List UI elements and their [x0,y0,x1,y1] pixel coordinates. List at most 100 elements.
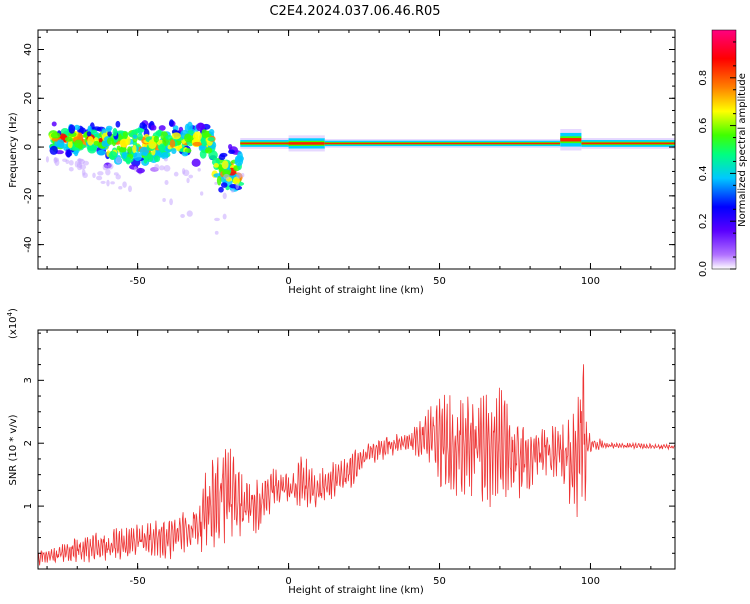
spectrogram-cell [132,134,138,140]
spectrogram-faint-cell [214,230,219,235]
spectrogram-faint-cell [181,168,186,175]
spectrogram-cell [115,120,121,128]
spectrogram-faint-cell [115,174,121,180]
spectrogram-faint-cell [163,157,168,162]
spectrogram-faint-cell [115,156,122,164]
spectrogram-cell [73,149,79,157]
spectrogram-cell [125,156,131,165]
spectrogram-faint-cell [96,175,103,181]
spectrogram-faint-cell [53,156,58,164]
spectrogram-cell [86,131,92,137]
snr-y-tick-label: 2 [23,440,34,446]
colorbar-label: Normalized spectral amplitude [737,73,748,227]
snr-series-line [38,364,675,566]
spectrogram-cell [135,167,145,174]
spectrogram-cell [51,121,57,127]
spectrogram-band-core [324,142,561,145]
spectrogram-cell [121,150,127,159]
spectrogram-cell [218,154,226,161]
colorbar-axes: 0.0 0.2 0.4 0.6 0.8 [698,29,737,277]
spectrogram-cell [133,152,142,162]
spectrogram-cell [192,141,202,147]
colorbar-frame [711,29,737,270]
spectrogram-band-core [288,142,325,145]
spectrogram-faint-cell [158,165,165,171]
spectrogram-cell [105,127,112,132]
spectrogram-cell [187,121,193,132]
spectrogram-cell [119,138,129,148]
spectrogram-cell [132,140,138,147]
spectrogram-cell [139,122,146,130]
spectrogram-x-tick-label: -50 [129,276,145,287]
spectrogram-cell [216,175,222,186]
spectrogram-cell [192,131,202,142]
spectrogram-faint-cell [68,159,74,166]
snr-scale-label: (x104) [6,308,19,339]
spectrogram-cell [107,130,112,137]
spectrogram-cell [87,125,92,133]
spectrogram-faint-cell [188,174,194,179]
chart-title: C2E4.2024.037.06.46.R05 [269,4,440,19]
snr-frame [37,329,676,570]
snr-ylabel: SNR (10 * v/v) [8,414,19,485]
spectrogram-cell [228,149,235,155]
spectrogram-cell [171,148,177,154]
snr-x-tick-label: 0 [285,576,291,587]
spectrogram-y-tick-label: 20 [23,92,34,105]
snr-line-group [38,364,675,566]
spectrogram-faint-cell [118,185,123,190]
spectrogram-faint-cell [223,173,230,180]
spectrogram-faint-cell [241,172,245,178]
spectrogram-faint-cell [164,179,169,186]
colorbar-tick-label: 0.4 [698,165,709,181]
spectrogram-cell [64,136,73,142]
spectrogram-cell [82,133,89,138]
spectrogram-faint-cell [122,181,127,188]
spectrogram-faint-cell [82,172,88,179]
spectrogram-cell [73,124,81,131]
spectrogram-faint-cell [186,210,193,217]
spectrogram-faint-cell [65,159,70,164]
spectrogram-cell [158,143,166,153]
spectrogram-cell [181,151,189,157]
spectrogram-faint-cell [45,156,49,163]
spectrogram-cell [68,124,76,134]
spectrogram-cell [201,129,208,136]
spectrogram-cell [160,152,169,160]
spectrogram-cell [187,130,194,135]
colorbar-tick-label: 0.6 [698,118,709,134]
spectrogram-cell [77,132,83,142]
spectrogram-faint-cell [222,213,227,220]
spectrogram-cell [122,131,128,138]
spectrogram-cell [139,146,150,156]
spectrogram-cell [77,143,83,150]
spectrogram-faint-cell [97,171,104,176]
spectrogram-cell [153,155,161,163]
spectrogram-faint-cell [199,191,204,196]
spectrogram-cell [67,140,73,149]
spectrogram-cell [169,139,176,148]
spectrogram-band-core [240,142,289,145]
spectrogram-faint-cell [214,181,218,185]
snr-y-tick-label: 1 [23,503,34,509]
spectrogram-faint-cell [222,192,227,200]
spectrogram-cell [196,122,206,132]
spectrogram-faint-cell [106,179,110,187]
spectrogram-faint-cell [230,189,235,193]
spectrogram-y-tick-label: 0 [23,144,34,150]
spectrogram-cell [207,137,215,142]
spectrogram-cell [229,183,238,189]
spectrogram-cell [150,124,157,131]
snr-x-tick-label: -50 [129,576,145,587]
spectrogram-faint-cell [180,213,185,219]
spectrogram-cell [134,128,145,133]
spectrogram-cell [184,148,192,154]
spectrogram-cell [96,149,106,156]
spectrogram-ylabel: Frequency (Hz) [8,112,19,188]
spectrogram-x-tick-label: 50 [433,276,446,287]
spectrogram-x-tick-label: 100 [581,276,600,287]
spectrogram-cell [218,186,224,193]
spectrogram-cell [108,151,118,161]
